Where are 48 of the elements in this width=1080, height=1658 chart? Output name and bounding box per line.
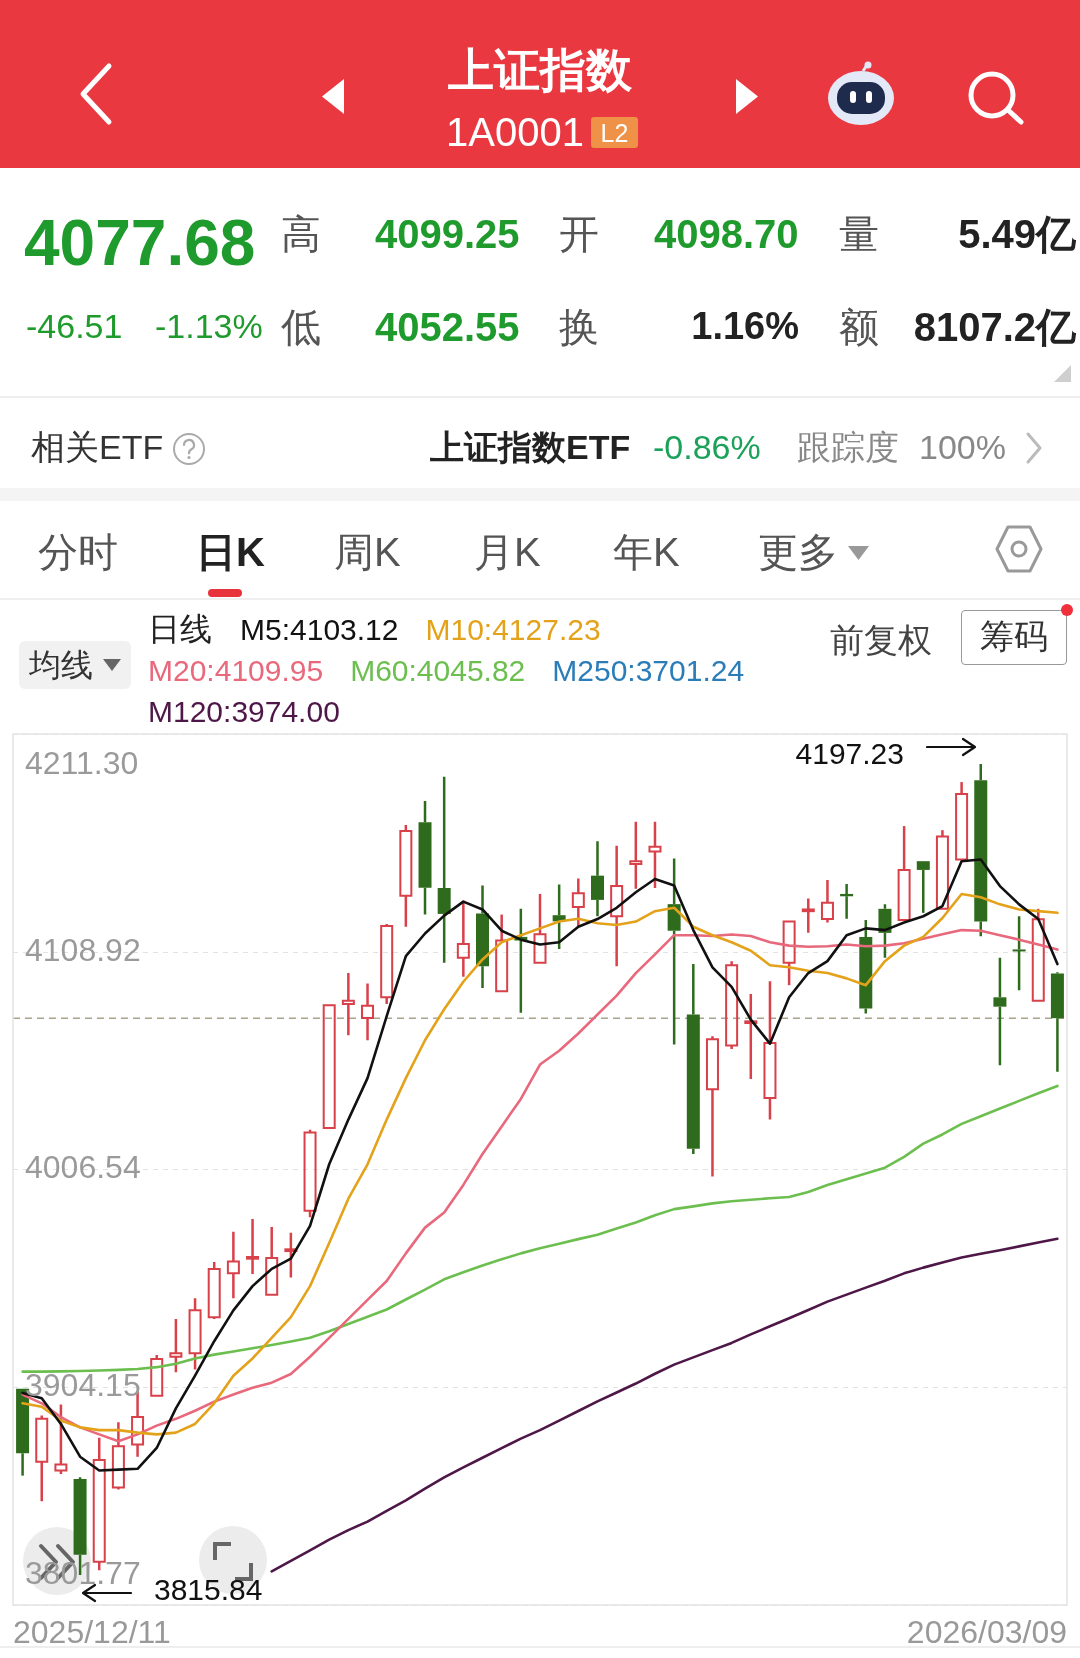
text: 1.16% [691, 305, 799, 349]
y-tick-label: 3904.15 [25, 1367, 141, 1404]
legend-label: M250:3701.24 [552, 653, 745, 689]
y-tick-label: 4108.92 [25, 931, 141, 968]
text: 前复权 [830, 621, 932, 661]
text: M120:3974.00 [148, 694, 340, 730]
text: 上证指数ETF [430, 428, 631, 468]
legend-title: 日线 [148, 610, 212, 649]
text: 4077.68 [24, 207, 256, 281]
annotation: 3815.84 [154, 1572, 263, 1608]
text: -1.13% [155, 307, 263, 347]
text: 月K [474, 529, 541, 575]
text: 量 [839, 211, 879, 257]
text: 额 [839, 304, 879, 350]
text: M5:4103.12 [240, 612, 399, 648]
text: 100% [919, 428, 1006, 468]
text: 周K [334, 529, 401, 575]
text: 4052.55 [375, 304, 520, 350]
text: 换 [559, 304, 599, 350]
text: 更多 [758, 529, 838, 575]
text: 高 [281, 211, 321, 257]
y-tick-label: 4006.54 [25, 1149, 141, 1186]
text: 开 [559, 211, 599, 257]
text: 跟踪度 [797, 428, 899, 468]
text: 相关ETF [31, 428, 164, 468]
text: M20:4109.95 [148, 653, 324, 689]
text: M10:4127.23 [425, 612, 601, 648]
text: 分时 [38, 529, 118, 575]
y-tick-label: 4211.30 [25, 744, 139, 781]
text: 4099.25 [375, 211, 520, 257]
text: 2025/12/11 [13, 1613, 171, 1651]
y-tick-label: 3801.77 [25, 1554, 141, 1591]
text: 2026/03/09 [906, 1613, 1067, 1651]
text: 低 [281, 304, 321, 350]
text: 8107.2亿 [913, 304, 1076, 350]
text: 日K [196, 529, 265, 575]
text: L2 [600, 118, 629, 147]
text: 上证指数 [448, 43, 632, 97]
text: 年K [613, 529, 680, 575]
text: -0.86% [653, 428, 761, 468]
text: 均线 [29, 646, 93, 684]
text: 5.49亿 [958, 211, 1076, 257]
text: 1A0001 [446, 109, 584, 155]
text: -46.51 [26, 307, 123, 347]
text: M60:4045.82 [350, 653, 526, 689]
text: 筹码 [980, 617, 1048, 657]
annotation: 4197.23 [795, 736, 904, 772]
text: 4098.70 [654, 211, 799, 257]
